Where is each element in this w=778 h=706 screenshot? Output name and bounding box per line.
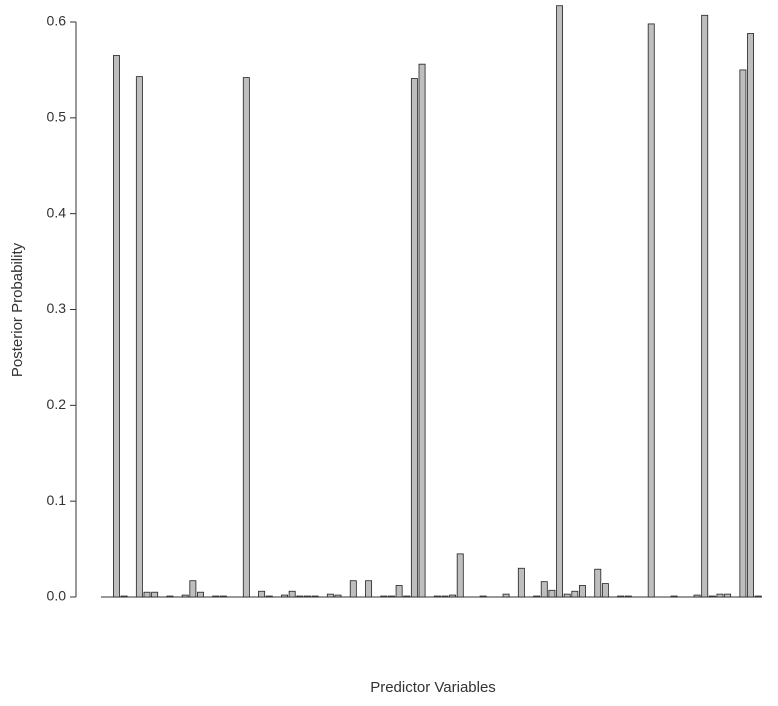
bar xyxy=(197,591,204,598)
y-tick-label: 0.2 xyxy=(47,396,67,412)
bar xyxy=(265,595,273,598)
bar xyxy=(380,595,388,598)
bar xyxy=(181,594,189,598)
bar xyxy=(479,595,487,598)
bar xyxy=(120,595,128,598)
bar xyxy=(441,595,449,598)
bar xyxy=(739,69,747,598)
bar xyxy=(548,589,556,598)
bar xyxy=(624,595,632,598)
bar xyxy=(365,580,373,598)
bar xyxy=(258,590,266,598)
bar xyxy=(601,583,609,598)
bar xyxy=(326,593,334,598)
y-axis-title: Posterior Probability xyxy=(9,242,26,377)
bar xyxy=(212,595,220,598)
bar xyxy=(701,14,709,598)
bar xyxy=(403,595,411,598)
bar xyxy=(288,590,296,598)
bar xyxy=(456,553,464,598)
bar xyxy=(647,23,655,598)
bar xyxy=(617,595,625,598)
bar xyxy=(311,595,319,598)
bar xyxy=(395,585,403,598)
y-tick-label: 0.5 xyxy=(47,109,67,125)
y-tick-label: 0.6 xyxy=(47,13,67,29)
bar xyxy=(563,593,571,598)
bar xyxy=(571,590,579,598)
bar xyxy=(143,591,151,598)
bar xyxy=(724,593,732,598)
y-tick-label: 0.3 xyxy=(47,300,67,316)
bar xyxy=(166,595,174,598)
bar xyxy=(303,595,311,598)
bar xyxy=(189,580,197,598)
bar xyxy=(502,593,510,598)
bar xyxy=(281,594,288,598)
bar xyxy=(334,594,342,598)
bar xyxy=(693,594,701,598)
bar xyxy=(135,76,143,598)
bar xyxy=(151,591,159,598)
bar xyxy=(533,595,541,598)
bar xyxy=(418,63,426,598)
bar xyxy=(219,595,227,598)
bar xyxy=(388,595,395,598)
bar xyxy=(556,5,564,598)
bar xyxy=(708,595,716,598)
bar xyxy=(410,78,418,598)
bar xyxy=(349,580,357,598)
bar xyxy=(540,581,548,598)
bar xyxy=(747,33,754,598)
bar xyxy=(449,594,457,598)
x-axis-title: Predictor Variables xyxy=(370,679,496,696)
y-tick-label: 0.4 xyxy=(47,204,67,220)
bar xyxy=(594,568,602,598)
y-tick-label: 0.0 xyxy=(47,588,67,604)
bar xyxy=(296,595,304,598)
bar xyxy=(670,595,678,598)
bar xyxy=(242,77,250,598)
bar xyxy=(754,595,762,598)
bar xyxy=(716,593,724,598)
bar xyxy=(113,55,120,598)
bar xyxy=(433,595,441,598)
bar xyxy=(579,585,586,598)
bar xyxy=(517,567,525,598)
y-tick-label: 0.1 xyxy=(47,492,67,508)
